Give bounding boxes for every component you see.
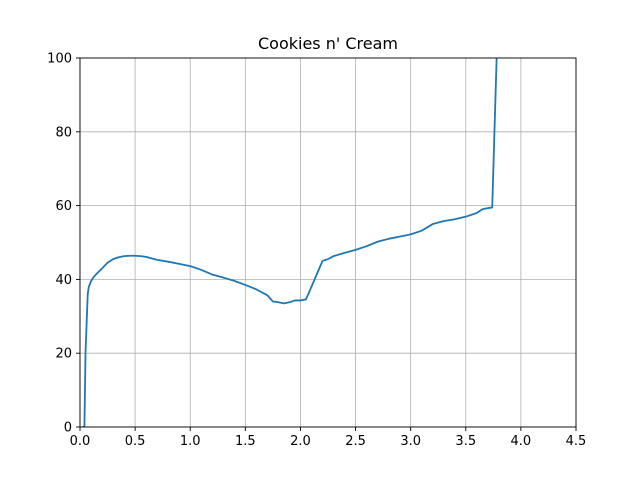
series-line-0 [82,58,498,427]
x-tick-label-7: 3.5 [455,434,476,449]
x-tick-label-2: 1.0 [180,434,201,449]
x-tick-label-8: 4.0 [511,434,532,449]
y-tick-label-5: 100 [47,52,72,67]
axes [79,57,577,428]
x-tick-label-4: 2.0 [290,434,311,449]
x-tick-label-1: 0.5 [125,434,146,449]
y-tick-label-1: 20 [55,347,72,362]
x-tick-label-0: 0.0 [70,434,91,449]
y-tick-label-0: 0 [64,421,72,436]
axes-frame [79,57,577,428]
y-tick-label-2: 40 [55,273,72,288]
chart-title: Cookies n' Cream [258,34,398,53]
y-tick-label-4: 80 [55,125,72,140]
ticks: 0.0 0.5 1.0 1.5 2.0 2.5 3.0 3.5 4.0 4.5 0 20 40 60 80 1… [47,52,586,450]
x-tick-label-9: 4.5 [566,434,587,449]
x-tick-label-5: 2.5 [345,434,366,449]
x-tick-label-3: 1.5 [235,434,256,449]
y-tick-label-3: 60 [55,199,72,214]
x-tick-label-6: 3.0 [400,434,421,449]
plot-area [82,58,498,427]
